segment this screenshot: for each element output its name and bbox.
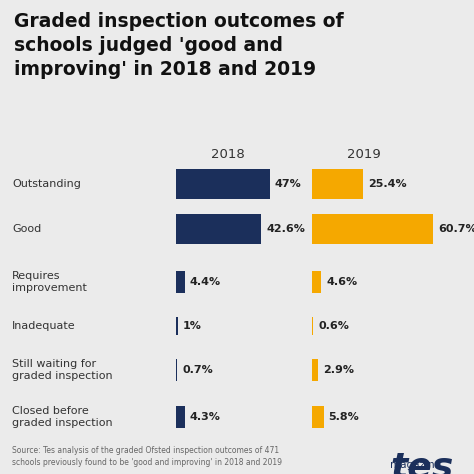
- Text: 4.6%: 4.6%: [326, 277, 357, 287]
- Text: schools judged 'good and: schools judged 'good and: [14, 36, 283, 55]
- Text: Still waiting for
graded inspection: Still waiting for graded inspection: [12, 359, 113, 381]
- Bar: [312, 359, 318, 381]
- Bar: [312, 406, 324, 428]
- Text: 2019: 2019: [347, 147, 381, 161]
- Bar: [312, 317, 313, 335]
- Text: 4.3%: 4.3%: [190, 412, 220, 422]
- Text: 0.7%: 0.7%: [182, 365, 213, 375]
- Text: Inadequate: Inadequate: [12, 321, 76, 331]
- Bar: [176, 359, 177, 381]
- Text: 5.8%: 5.8%: [328, 412, 359, 422]
- Bar: [312, 271, 321, 293]
- Text: magazine: magazine: [390, 460, 441, 470]
- Text: 2.9%: 2.9%: [323, 365, 354, 375]
- Bar: [176, 271, 185, 293]
- Text: Requires
improvement: Requires improvement: [12, 271, 87, 293]
- Bar: [312, 214, 433, 244]
- Text: 47%: 47%: [275, 179, 302, 189]
- Text: Source: Tes analysis of the graded Ofsted inspection outcomes of 471
schools pre: Source: Tes analysis of the graded Ofste…: [12, 446, 282, 467]
- Text: 4.4%: 4.4%: [190, 277, 221, 287]
- Bar: [176, 214, 261, 244]
- Text: 0.6%: 0.6%: [318, 321, 349, 331]
- Text: 25.4%: 25.4%: [368, 179, 406, 189]
- Text: Outstanding: Outstanding: [12, 179, 81, 189]
- Bar: [176, 169, 270, 199]
- Text: 1%: 1%: [183, 321, 202, 331]
- Text: Closed before
graded inspection: Closed before graded inspection: [12, 406, 113, 428]
- Bar: [312, 169, 363, 199]
- Text: 42.6%: 42.6%: [266, 224, 305, 234]
- Bar: [176, 317, 178, 335]
- Text: Graded inspection outcomes of: Graded inspection outcomes of: [14, 12, 344, 31]
- Text: Good: Good: [12, 224, 41, 234]
- Text: improving' in 2018 and 2019: improving' in 2018 and 2019: [14, 60, 316, 79]
- Bar: [176, 406, 184, 428]
- Text: 2018: 2018: [211, 147, 245, 161]
- Text: tes: tes: [390, 450, 453, 474]
- Text: 60.7%: 60.7%: [438, 224, 474, 234]
